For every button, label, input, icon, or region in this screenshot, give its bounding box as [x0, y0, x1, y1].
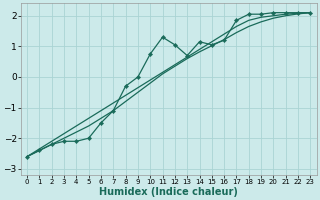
X-axis label: Humidex (Indice chaleur): Humidex (Indice chaleur) [99, 187, 238, 197]
